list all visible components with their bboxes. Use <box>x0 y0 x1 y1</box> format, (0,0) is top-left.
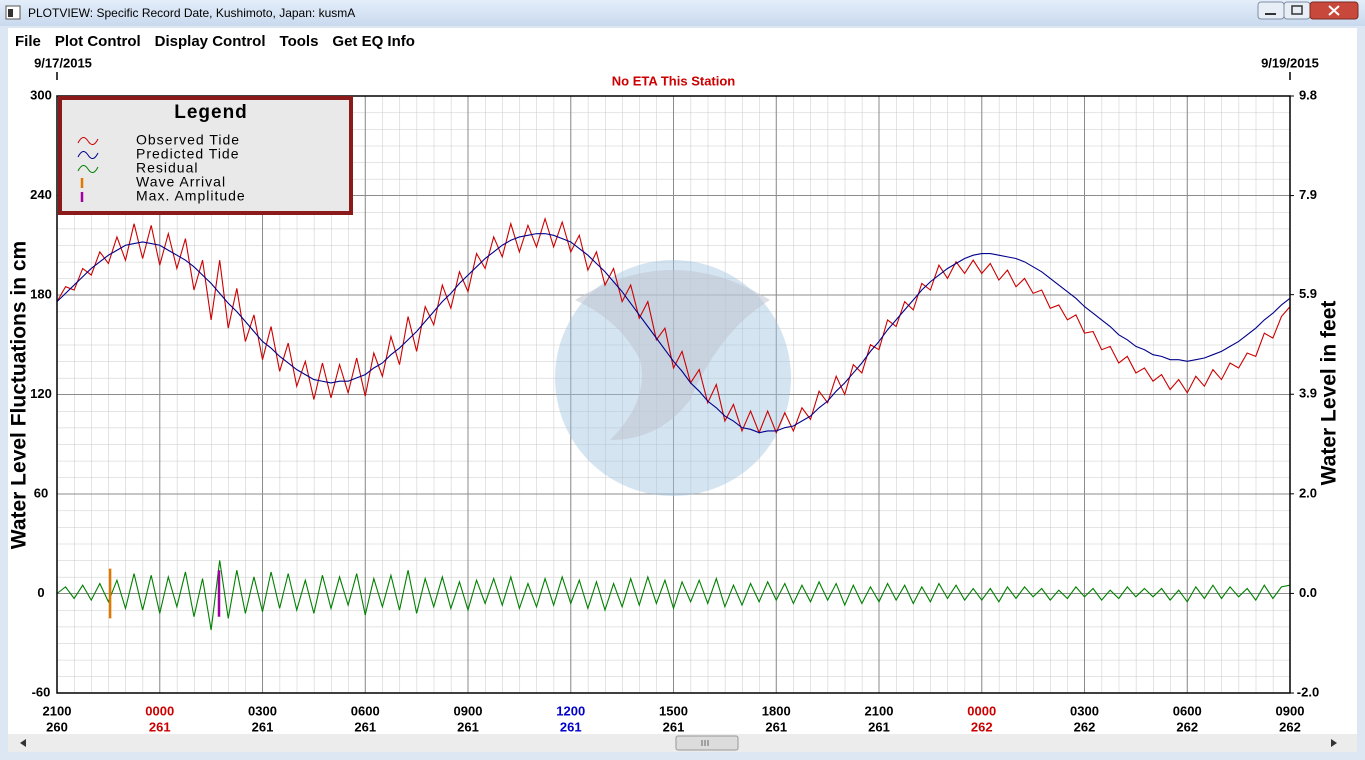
y-tick-label: -60 <box>32 684 51 699</box>
legend-label: Observed Tide <box>136 132 240 148</box>
y-tick-label: 60 <box>34 485 48 500</box>
legend-icon <box>77 165 99 173</box>
legend-label: Wave Arrival <box>136 174 226 190</box>
x-tick-label: 2100 <box>865 703 894 718</box>
maximize-button[interactable] <box>1283 1 1311 20</box>
y2-tick-label: 3.9 <box>1299 386 1317 401</box>
scroll-right[interactable] <box>1331 739 1337 747</box>
series-line <box>56 216 1291 435</box>
maximize-icon <box>1291 5 1303 15</box>
x-tick-day: 262 <box>1279 719 1301 734</box>
x-tick-day: 262 <box>971 719 993 734</box>
legend-icon <box>77 137 99 145</box>
series-line <box>56 560 1291 631</box>
menu-bar: File Plot Control Display Control Tools Get … <box>15 33 415 50</box>
start-date: 9/17/2015 <box>34 55 92 70</box>
legend-title: Legend <box>174 102 248 123</box>
legend-label: Residual <box>136 160 198 176</box>
x-tick-label: 0300 <box>1070 703 1099 718</box>
legend-label: Max. Amplitude <box>136 188 246 204</box>
x-tick-label: 0900 <box>1276 703 1305 718</box>
x-tick-day: 261 <box>560 719 582 734</box>
y2-tick-label: 7.9 <box>1299 187 1317 202</box>
legend-box <box>58 96 353 215</box>
end-date: 9/19/2015 <box>1261 55 1319 70</box>
x-tick-day: 260 <box>46 719 68 734</box>
x-tick-day: 262 <box>1176 719 1198 734</box>
x-tick-day: 261 <box>765 719 787 734</box>
y2-tick-label: 9.8 <box>1299 87 1317 102</box>
window-title: PLOTVIEW: Specific Record Date, Kushimot… <box>28 6 355 20</box>
x-tick-label: 1800 <box>762 703 791 718</box>
y-tick-label: 120 <box>30 386 52 401</box>
x-tick-day: 261 <box>663 719 685 734</box>
window-controls <box>1257 1 1359 20</box>
chart: 9/17/2015 9/19/2015 No ETA This Station -60… <box>8 55 1341 734</box>
scroll-thumb[interactable] <box>675 735 739 751</box>
y2-axis-title: Water Level in feet <box>1318 301 1341 486</box>
legend-icon <box>77 151 99 159</box>
y-tick-label: 240 <box>30 187 52 202</box>
y-tick-label: 300 <box>30 87 52 102</box>
menu-item[interactable]: Display Control <box>155 33 266 50</box>
title-bar <box>0 0 1365 26</box>
annotation: No ETA This Station <box>612 73 736 88</box>
scroll-grip <box>701 740 709 746</box>
series-line <box>56 233 1291 434</box>
menu-item[interactable]: Tools <box>280 33 319 50</box>
x-tick-label: 1200 <box>556 703 585 718</box>
menu-item[interactable]: Plot Control <box>55 33 141 50</box>
x-tick-label: 0300 <box>248 703 277 718</box>
close-icon <box>1328 5 1340 16</box>
x-tick-label: 2100 <box>43 703 72 718</box>
x-tick-day: 261 <box>252 719 274 734</box>
x-tick-label: 0900 <box>454 703 483 718</box>
y2-tick-label: -2.0 <box>1297 684 1319 699</box>
minimize-button[interactable] <box>1257 1 1285 20</box>
y2-tick-label: 0.0 <box>1299 585 1317 600</box>
plot-border <box>56 95 1291 694</box>
x-tick-label: 1500 <box>659 703 688 718</box>
scroll-left[interactable] <box>20 739 26 747</box>
y-tick-label: 180 <box>30 286 52 301</box>
x-tick-day: 261 <box>868 719 890 734</box>
x-tick-label: 0000 <box>967 703 996 718</box>
x-tick-label: 0000 <box>145 703 174 718</box>
x-tick-day: 261 <box>149 719 171 734</box>
x-tick-day: 262 <box>1074 719 1096 734</box>
x-tick-day: 261 <box>354 719 376 734</box>
app-icon-detail <box>8 9 13 17</box>
x-tick-label: 0600 <box>351 703 380 718</box>
watermark-bird <box>575 270 770 440</box>
menu-item[interactable]: Get EQ Info <box>332 33 415 50</box>
x-tick-day: 261 <box>457 719 479 734</box>
legend-label: Predicted Tide <box>136 146 240 162</box>
y-tick-label: 0 <box>37 585 44 600</box>
y-axis-title: Water Level Fluctuations in cm <box>8 241 31 549</box>
x-tick-label: 0600 <box>1173 703 1202 718</box>
y2-tick-label: 2.0 <box>1299 485 1317 500</box>
menu-item[interactable]: File <box>15 33 41 50</box>
y2-tick-label: 5.9 <box>1299 286 1317 301</box>
